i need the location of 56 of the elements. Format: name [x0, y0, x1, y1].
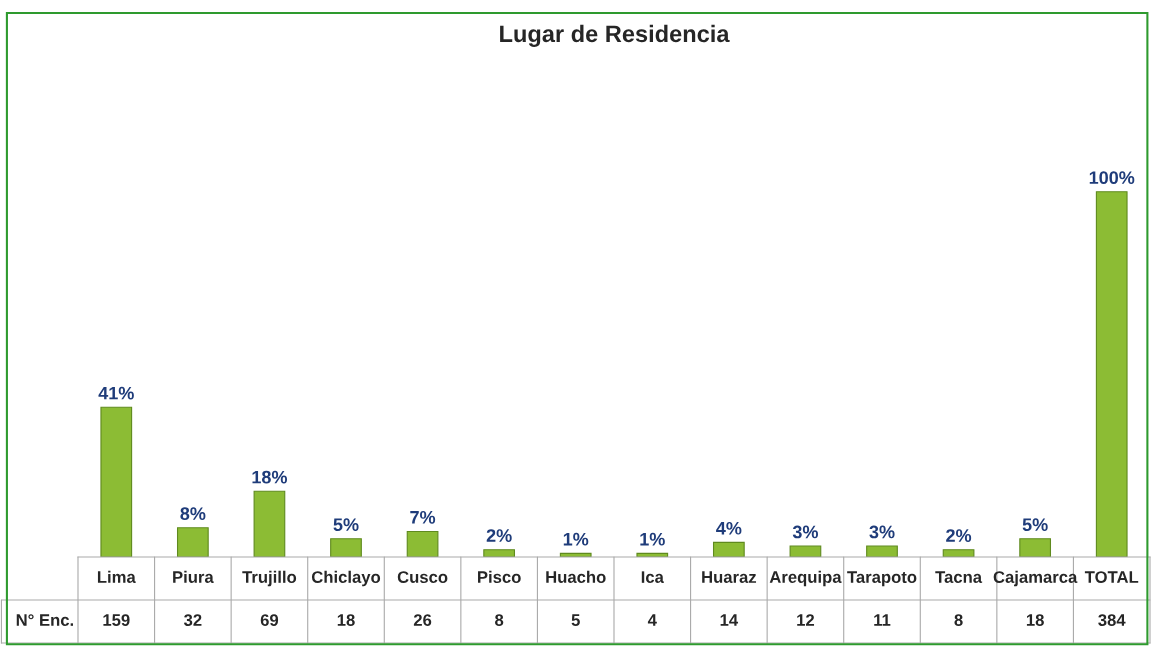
text: 4	[647, 614, 657, 626]
bar	[712, 541, 745, 557]
data-label: 5%	[333, 518, 359, 531]
data-label: 3%	[869, 525, 895, 539]
bar	[1019, 538, 1052, 557]
x-tick-label: Huacho	[546, 570, 606, 583]
bar	[330, 538, 362, 557]
text: 159	[103, 614, 130, 626]
data-label: 2%	[486, 529, 512, 542]
bar	[483, 549, 516, 557]
text: 18	[1026, 614, 1044, 626]
text: 69	[260, 614, 279, 626]
x-tick-label: Cajamarca	[993, 570, 1078, 587]
bar	[1095, 191, 1128, 557]
x-tick-label: Arequipa	[769, 570, 842, 587]
x-tick-label: Tarapoto	[847, 571, 917, 587]
bar	[253, 490, 286, 557]
x-tick-label: Huaraz	[702, 571, 757, 583]
data-label: 8%	[180, 507, 206, 521]
text: 8	[495, 614, 504, 626]
bar	[406, 530, 439, 557]
bar	[942, 549, 975, 557]
text: N° Enc.	[16, 614, 74, 626]
text: 384	[1098, 614, 1126, 626]
data-label: 3%	[792, 525, 818, 539]
x-tick-label: Trujillo	[242, 570, 297, 587]
text: 8	[954, 614, 963, 626]
data-label: 7%	[410, 510, 436, 524]
x-tick-label: Cusco	[397, 571, 448, 583]
data-label: 1%	[563, 532, 589, 546]
bar	[789, 545, 822, 557]
x-tick-label: Chiclayo	[311, 570, 381, 587]
text: 26	[413, 614, 432, 626]
text: 32	[183, 614, 202, 626]
data-label: 5%	[1022, 518, 1048, 531]
data-label: 100%	[1089, 171, 1135, 185]
data-label: 2%	[946, 529, 972, 542]
x-tick-label: Ica	[641, 571, 664, 583]
data-label: 18%	[252, 470, 288, 484]
text: 14	[720, 614, 739, 626]
bar	[866, 545, 898, 557]
bar	[100, 406, 133, 557]
x-tick-label: Pisco	[478, 570, 521, 583]
data-label: 4%	[716, 521, 742, 535]
data-label: 41%	[98, 386, 134, 400]
text: 5	[571, 614, 580, 626]
x-tick-label: TOTAL	[1084, 571, 1139, 583]
data-label: 1%	[640, 532, 665, 546]
text: 12	[797, 614, 815, 626]
x-tick-label: Tacna	[935, 571, 983, 583]
x-tick-label: Piura	[173, 570, 214, 583]
text: 18	[337, 614, 355, 626]
x-tick-label: Lima	[97, 570, 136, 583]
text: 11	[874, 614, 891, 626]
chart-title: Lugar de Residencia	[500, 24, 730, 47]
bar	[176, 527, 209, 557]
